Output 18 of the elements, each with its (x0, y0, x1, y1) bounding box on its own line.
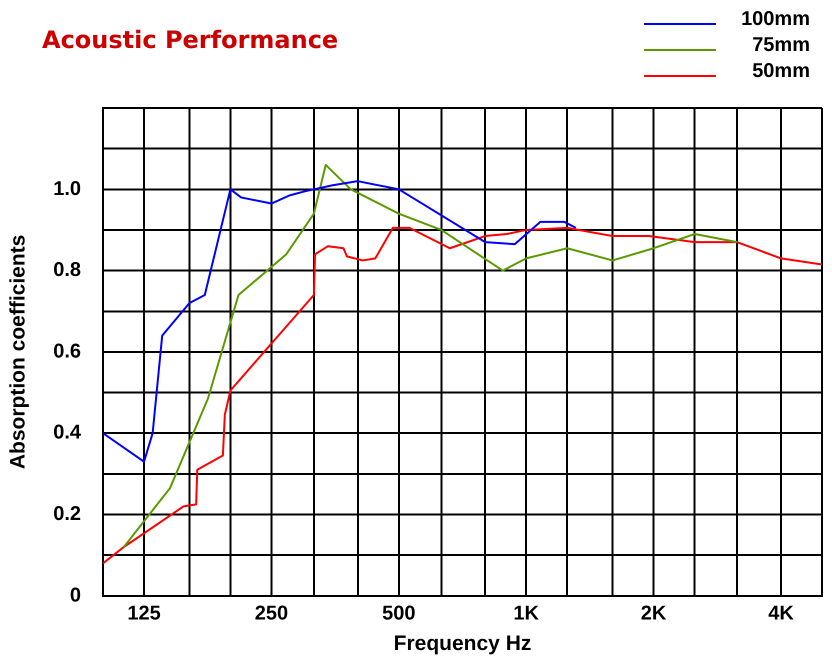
y-tick-label: 0 (70, 584, 82, 606)
chart-title: Acoustic Performance (42, 26, 338, 54)
y-tick-label: 0.8 (53, 259, 82, 282)
legend-label: 75mm (751, 34, 810, 56)
y-axis-title: Absorption coefficients (6, 234, 30, 470)
y-tick-label: 0.4 (53, 422, 82, 444)
x-tick-label: 500 (382, 602, 416, 624)
x-tick-label: 2K (640, 602, 667, 624)
x-tick-label: 125 (127, 602, 161, 624)
legend-label: 100mm (740, 8, 810, 30)
y-tick-label: 1.0 (53, 178, 82, 200)
y-tick-label: 0.2 (53, 503, 82, 526)
y-tick-label: 0.6 (53, 340, 82, 362)
x-tick-label: 250 (254, 602, 288, 624)
x-axis-title: Frequency Hz (394, 632, 532, 656)
legend-label: 50mm (751, 60, 810, 82)
x-tick-label: 4K (768, 602, 794, 624)
x-tick-label: 1K (513, 602, 540, 624)
